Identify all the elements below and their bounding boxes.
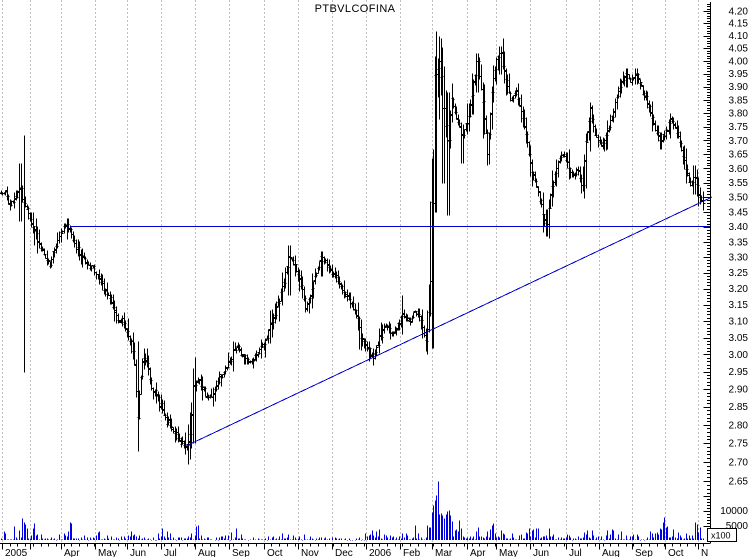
price-tick-label: 2.80	[729, 420, 749, 431]
date-tick-label: Oct	[668, 548, 684, 557]
price-tick-label: 3.35	[729, 237, 749, 248]
date-axis: 2005 Apr May Jun Jul Aug Sep Oct Nov Dec 2006 Feb Ma…	[0, 543, 711, 557]
date-tick-label: Jul	[164, 548, 177, 557]
price-tick-label: 3.00	[729, 350, 749, 361]
price-axis: 4.204.154.10 4.054.00 3.95 3.90 3.85 3.80 3.75…	[703, 2, 749, 496]
date-tick-label: Jun	[533, 548, 549, 557]
volume-unit-box: x100	[707, 528, 737, 542]
volume-unit-box-frame	[707, 528, 737, 542]
price-tick-label: 3.75	[729, 122, 749, 133]
date-tick-label: Feb	[403, 548, 421, 557]
price-ohlc-bars	[0, 31, 706, 465]
price-tick-label: 3.10	[729, 316, 749, 327]
ohlc-close-ticks	[1, 53, 706, 448]
price-tick-label: 3.80	[729, 109, 749, 120]
price-tick-label: 2.65	[729, 477, 749, 488]
price-tick-label: 4.10	[729, 31, 749, 42]
price-tick-label: 3.95	[729, 69, 749, 80]
price-tick-label: 2.95	[729, 367, 749, 378]
price-tick-label: 3.05	[729, 333, 749, 344]
price-tick-label: 2.70	[729, 457, 749, 468]
price-tick-label: 3.30	[729, 253, 749, 264]
trendlines[interactable]	[70, 196, 713, 446]
volume-bars	[1, 481, 704, 541]
price-tick-label: 4.15	[729, 19, 749, 30]
date-tick-label: Jun	[130, 548, 146, 557]
price-tick-label: 3.45	[729, 207, 749, 218]
date-tick-label: Sep	[232, 548, 250, 557]
chart-plot-area[interactable]	[0, 0, 710, 487]
date-tick-label: Nov	[301, 548, 319, 557]
price-tick-label: 3.40	[729, 222, 749, 233]
date-tick-label: Apr	[64, 548, 80, 557]
price-tick-label: 3.15	[729, 300, 749, 311]
date-tick-label: Aug	[198, 548, 216, 557]
date-tick-label: 2005	[5, 548, 28, 557]
date-tick-label: Dec	[335, 548, 353, 557]
price-tick-label: 4.20	[729, 7, 749, 18]
volume-unit-label: x100	[711, 531, 731, 541]
price-tick-label: 2.90	[729, 384, 749, 395]
date-tick-label: May	[499, 548, 518, 557]
chart-title: PTBVLCOFINA	[314, 3, 396, 15]
month-gridlines	[2, 0, 699, 543]
price-tick-label: 3.65	[729, 150, 749, 161]
price-tick-label: 2.85	[729, 402, 749, 413]
price-tick-label: 3.85	[729, 95, 749, 106]
price-tick-label: 3.70	[729, 136, 749, 147]
volume-bar-path	[1, 481, 704, 541]
date-tick-label: Aug	[602, 548, 620, 557]
date-tick-label: Sep	[635, 548, 653, 557]
price-tick-label: 4.00	[729, 56, 749, 67]
price-tick-label: 2.75	[729, 439, 749, 450]
date-tick-label: Oct	[267, 548, 283, 557]
date-tick-label: Apr	[470, 548, 486, 557]
volume-tick-label: 5000	[726, 521, 749, 532]
price-tick-label: 3.55	[729, 178, 749, 189]
rising-support-trendline[interactable]	[187, 196, 713, 446]
date-tick-label: 2006	[369, 548, 392, 557]
price-tick-label: 4.05	[729, 44, 749, 55]
price-tick-label: 3.25	[729, 268, 749, 279]
date-tick-label: Jul	[569, 548, 582, 557]
date-tick-label: May	[98, 548, 117, 557]
price-tick-label: 3.20	[729, 284, 749, 295]
date-tick-label: N	[701, 548, 708, 557]
volume-tick-label: 10000	[720, 506, 748, 517]
price-tick-label: 3.50	[729, 193, 749, 204]
date-tick-label: Mar	[435, 548, 453, 557]
price-tick-label: 3.60	[729, 164, 749, 175]
price-tick-label: 3.90	[729, 82, 749, 93]
